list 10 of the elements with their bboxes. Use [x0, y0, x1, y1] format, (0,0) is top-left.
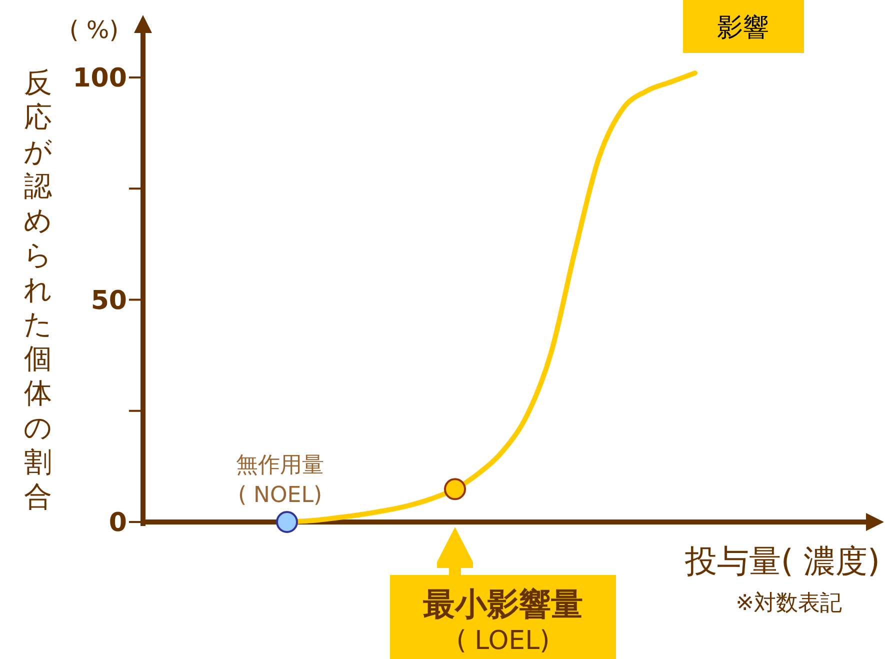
text: ※対数表記 [736, 591, 842, 616]
x-axis-title: 投与量( 濃度) [684, 542, 880, 580]
annotation: 無作用量 ( NOEL) [236, 453, 324, 508]
text: 最小影響量 ( LOEL) [423, 585, 583, 656]
annotation: 影響 [717, 13, 769, 43]
text: 反応が認められた個体の割合 [24, 66, 52, 513]
y-tick-label: 0 [108, 508, 127, 538]
y-tick-label: 100 [72, 64, 127, 94]
y-tick-label: 50 [90, 286, 127, 316]
text: ( %) [69, 16, 119, 44]
